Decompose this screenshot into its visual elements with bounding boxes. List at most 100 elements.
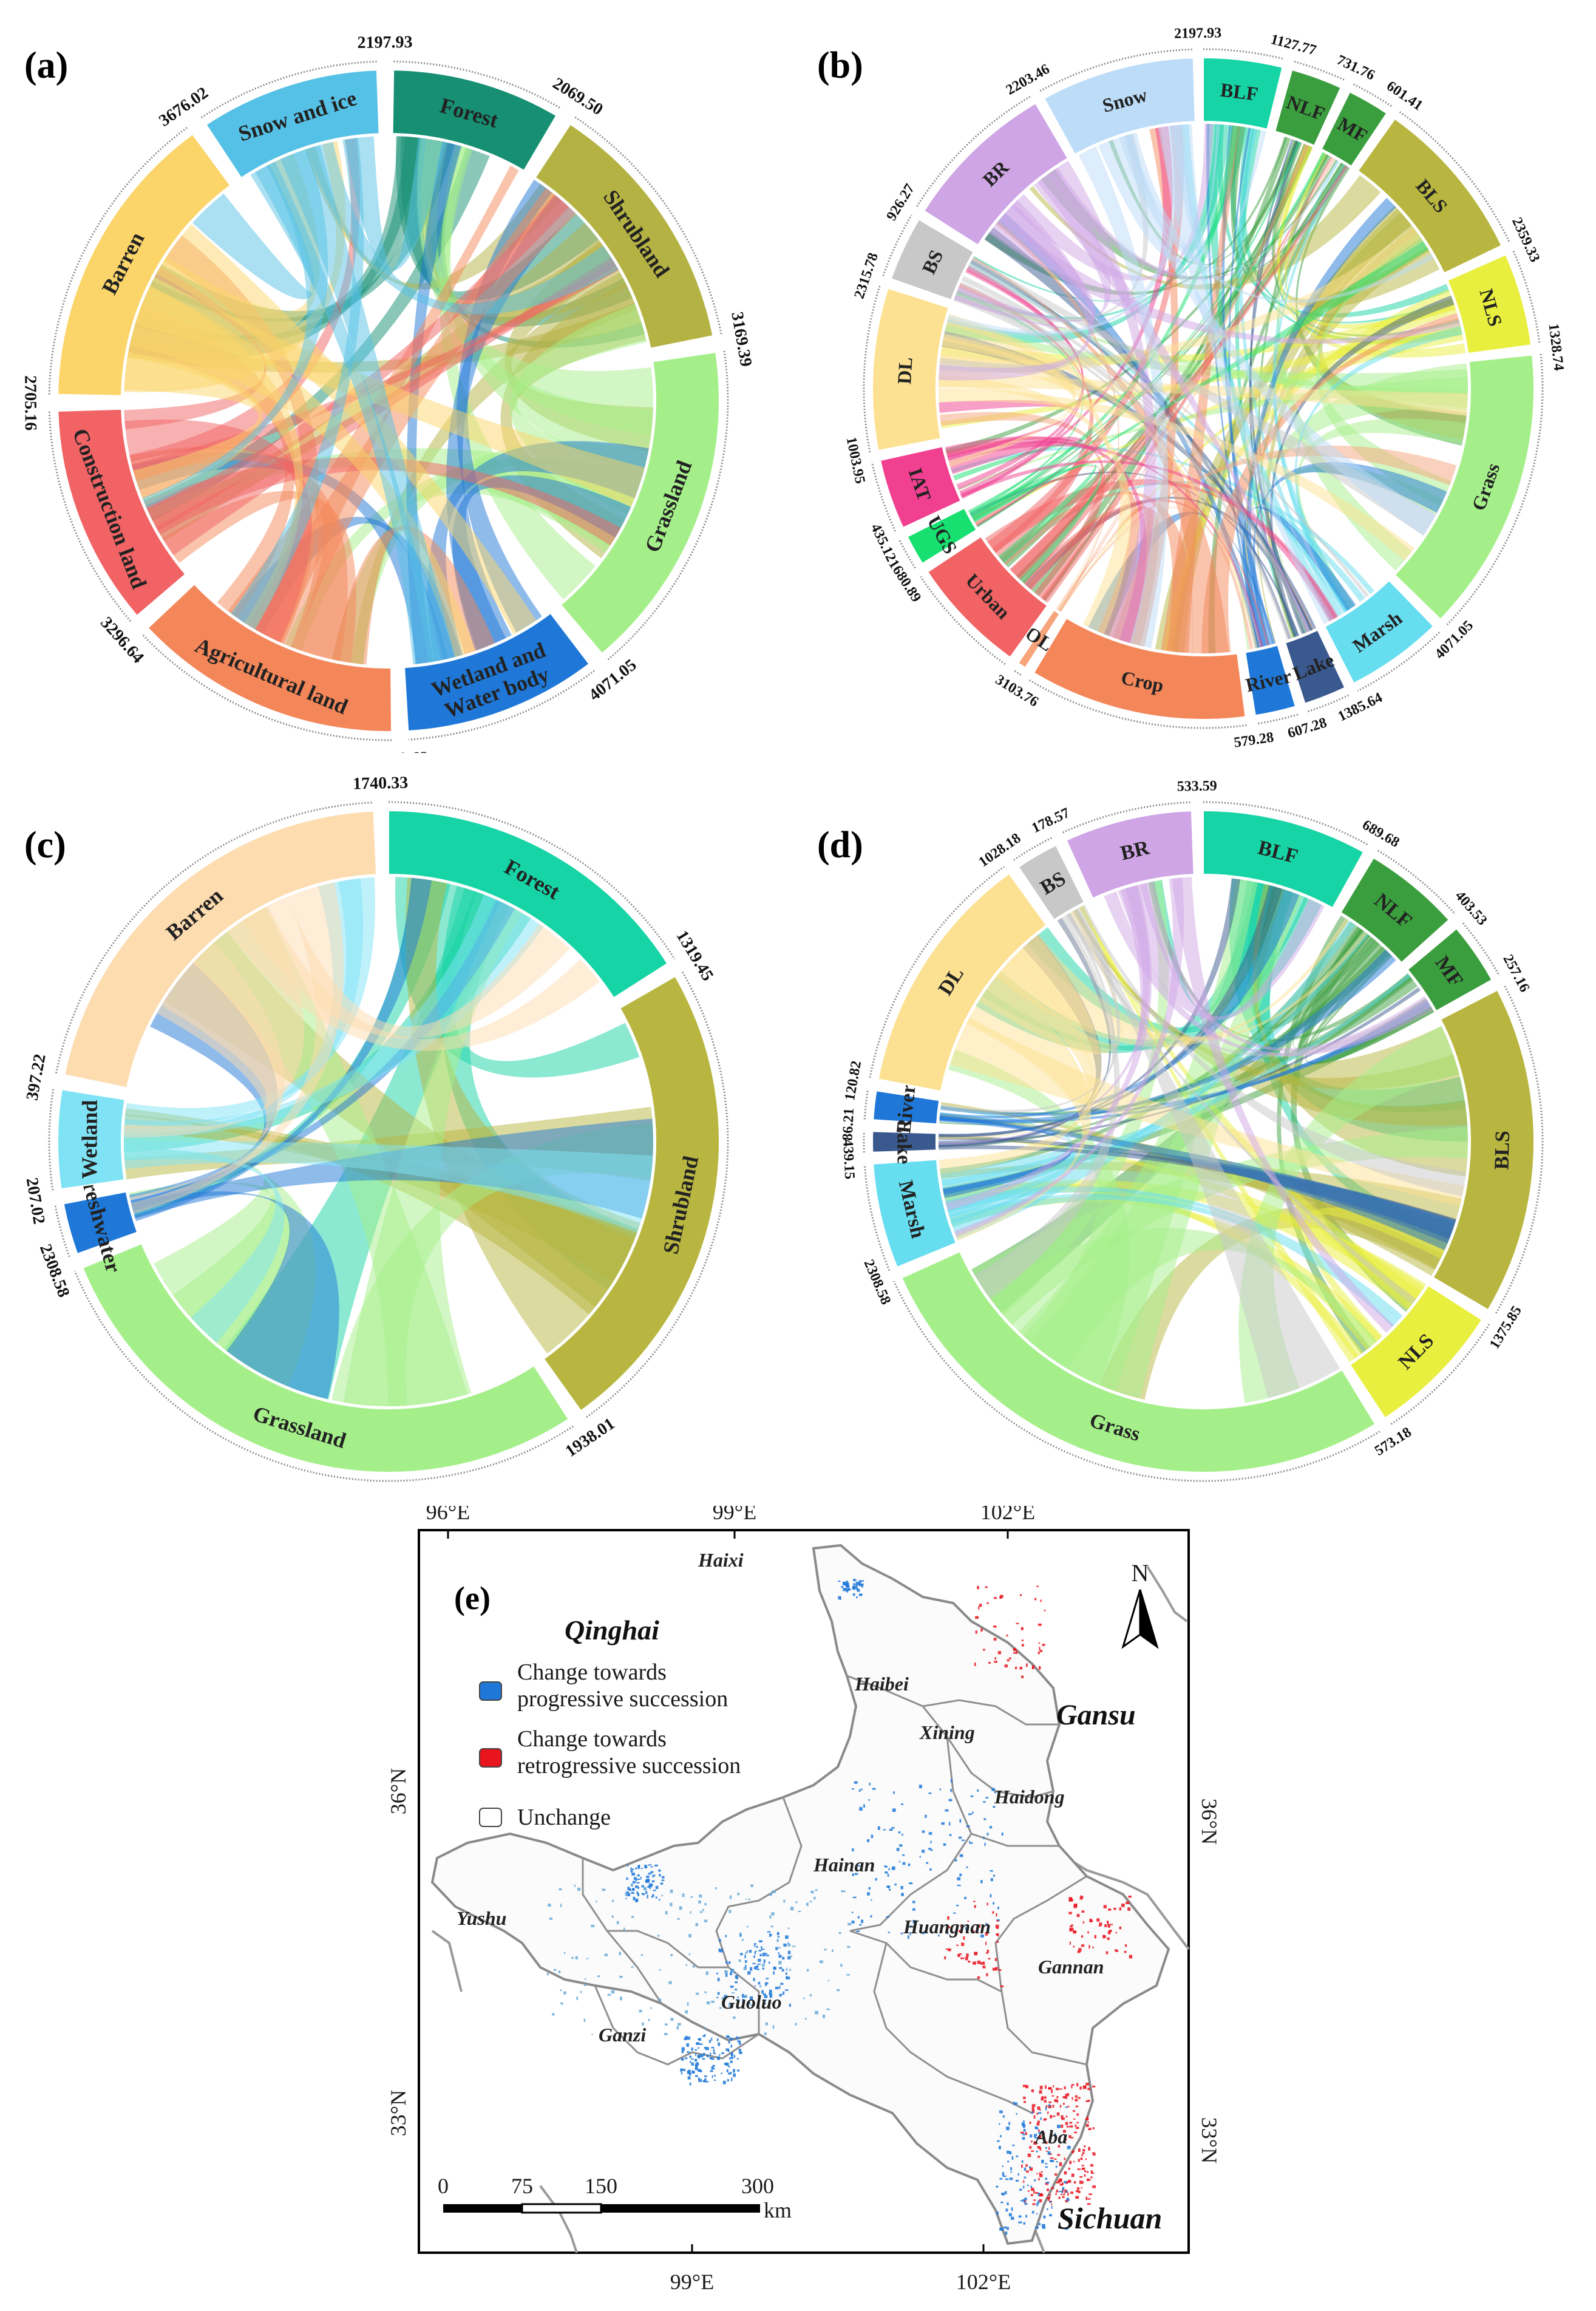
change-pixel xyxy=(1000,1985,1004,1987)
sector-blf xyxy=(1203,56,1283,131)
change-pixel xyxy=(1016,2179,1019,2182)
change-pixel xyxy=(630,1867,632,1871)
change-pixel xyxy=(891,1827,895,1829)
change-pixel xyxy=(1030,2134,1033,2138)
change-pixel xyxy=(907,1935,909,1939)
sector-total: 601.41 xyxy=(1384,78,1425,114)
change-pixel xyxy=(659,1874,661,1877)
change-pixel xyxy=(765,1983,767,1986)
change-pixel xyxy=(703,2052,705,2054)
change-pixel xyxy=(724,2062,728,2065)
change-pixel xyxy=(1073,1945,1075,1948)
change-pixel xyxy=(561,2003,563,2005)
change-pixel xyxy=(778,1993,781,1996)
sector-scale-ring xyxy=(1013,669,1022,676)
change-pixel xyxy=(986,1973,988,1976)
chord-ribbon xyxy=(144,457,621,546)
change-pixel xyxy=(1032,2109,1035,2114)
change-pixel xyxy=(966,1866,968,1868)
change-pixel xyxy=(729,2037,733,2040)
change-pixel xyxy=(690,2061,691,2063)
change-pixel xyxy=(888,1868,890,1871)
change-pixel xyxy=(698,2069,701,2072)
change-pixel xyxy=(871,1834,874,1839)
change-pixel xyxy=(1085,2196,1088,2200)
change-pixel xyxy=(698,2038,701,2040)
change-pixel xyxy=(769,1961,770,1964)
change-pixel xyxy=(1076,2126,1079,2129)
change-pixel xyxy=(650,1872,652,1875)
sector-total: 926.27 xyxy=(883,181,918,223)
change-pixel xyxy=(1024,2203,1028,2205)
change-pixel xyxy=(655,1896,657,1899)
change-pixel xyxy=(912,1920,917,1924)
change-pixel xyxy=(1087,1931,1089,1934)
change-pixel xyxy=(1064,2171,1067,2175)
sector-total: 439.15 xyxy=(840,1139,857,1180)
change-pixel xyxy=(941,1822,945,1825)
change-pixel xyxy=(986,1602,989,1604)
change-pixel xyxy=(989,1826,993,1829)
change-pixel xyxy=(1013,1648,1017,1651)
change-pixel xyxy=(902,1834,903,1836)
change-pixel xyxy=(1016,1622,1019,1624)
sector-total: 573.18 xyxy=(1372,1424,1414,1459)
change-pixel xyxy=(631,1916,634,1918)
change-pixel xyxy=(763,1959,766,1963)
change-pixel xyxy=(859,1807,863,1811)
prefecture-boundaries xyxy=(582,1675,1087,2114)
change-pixel xyxy=(937,1935,940,1937)
change-pixel xyxy=(645,1891,648,1894)
change-pixel xyxy=(1073,2181,1076,2184)
change-pixel xyxy=(1088,1945,1090,1949)
change-pixel xyxy=(744,1965,747,1969)
chord-ribbon xyxy=(945,322,1468,394)
change-pixel xyxy=(1033,2199,1036,2201)
change-pixel xyxy=(902,1862,906,1865)
sector-total: 533.59 xyxy=(1177,778,1217,795)
change-pixel xyxy=(735,1981,738,1984)
sector-total: 3296.64 xyxy=(97,613,148,667)
change-pixel xyxy=(681,2051,684,2054)
change-pixel xyxy=(717,1978,720,1981)
change-pixel xyxy=(754,1985,756,1987)
change-pixel xyxy=(947,1916,949,1920)
change-pixel xyxy=(969,1840,971,1843)
sector-iat xyxy=(879,446,962,529)
change-pixel xyxy=(1056,2100,1059,2103)
change-pixel xyxy=(1067,2106,1070,2108)
sector-scale-ring xyxy=(1256,713,1299,725)
change-pixel xyxy=(893,1791,895,1794)
change-pixel xyxy=(1075,2190,1079,2193)
change-pixel xyxy=(863,1804,865,1808)
change-pixel xyxy=(754,1951,756,1955)
change-pixel xyxy=(756,1945,758,1948)
chord-ribbon xyxy=(972,257,1229,654)
change-pixel xyxy=(731,1992,735,1994)
change-pixel xyxy=(1016,2113,1017,2115)
change-pixel xyxy=(786,1976,790,1979)
change-pixel xyxy=(898,1860,901,1863)
change-pixel xyxy=(685,1964,687,1966)
change-pixel xyxy=(705,2047,709,2051)
change-pixel xyxy=(769,1893,772,1896)
change-pixel xyxy=(1035,2192,1039,2194)
change-pixel xyxy=(711,2037,713,2041)
change-pixel xyxy=(1081,1896,1084,1898)
change-pixel xyxy=(750,1967,753,1971)
change-pixel xyxy=(637,1865,640,1869)
chord-chart-a: Forest 2069.50Shrubland3169.39Grassland40… xyxy=(21,33,755,753)
change-pixel xyxy=(978,1924,980,1928)
change-pixel xyxy=(1024,2167,1027,2171)
change-pixel xyxy=(1067,2145,1071,2149)
change-pixel xyxy=(575,1956,578,1960)
change-pixel xyxy=(616,1921,619,1924)
change-pixel xyxy=(1081,2154,1083,2157)
change-pixel xyxy=(868,1887,871,1890)
sector-lake xyxy=(872,1131,937,1153)
chord-ribbon xyxy=(1041,159,1338,280)
change-pixel xyxy=(815,1889,818,1891)
change-pixel xyxy=(1030,2194,1033,2196)
sector-river xyxy=(872,1090,940,1125)
change-pixel xyxy=(826,2008,830,2010)
